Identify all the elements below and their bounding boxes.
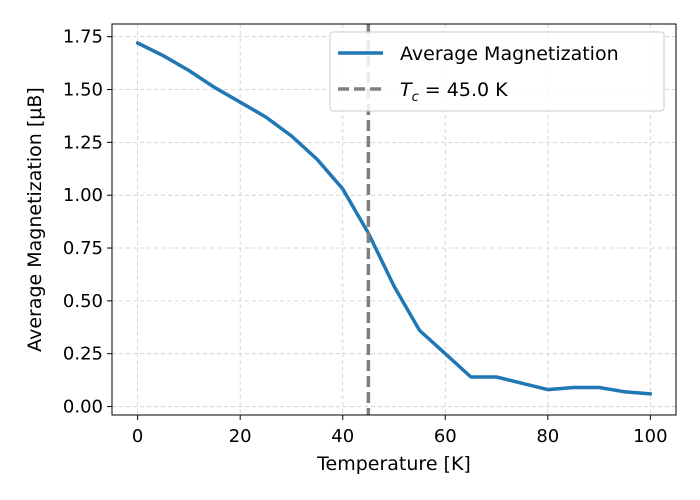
tc-subscript: c [412,90,419,105]
y-tick-label: 1.25 [63,132,103,153]
x-tick-label: 80 [536,426,559,447]
y-tick-label: 0.75 [63,238,103,259]
x-axis-ticks: 0 20 40 60 80 100 [132,415,668,447]
legend-box [329,31,665,112]
y-axis-ticks: 0.00 0.25 0.50 0.75 1.00 1.25 1.50 1.75 [63,27,112,418]
y-axis-label: Average Magnetization [μB] [24,87,46,352]
y-tick-label: 0.50 [63,291,103,312]
y-tick-label: 0.00 [63,397,103,418]
tc-symbol: T [400,79,413,101]
x-tick-label: 20 [229,426,252,447]
x-tick-label: 60 [434,426,457,447]
x-tick-label: 0 [132,426,143,447]
y-tick-label: 1.00 [63,185,103,206]
x-axis-label: Temperature [K] [316,453,471,475]
plot-frame [111,23,677,416]
legend-label-tc: Tc = 45.0 K [400,79,508,105]
tc-value: = 45.0 K [419,79,508,101]
legend: Average Magnetization Tc = 45.0 K [329,31,665,112]
x-tick-label: 100 [633,426,667,447]
legend-label-magnetization: Average Magnetization [400,43,619,65]
series-line-magnetization [135,41,653,396]
y-tick-label: 1.75 [63,27,103,48]
y-tick-label: 1.50 [63,80,103,101]
y-tick-label: 0.25 [63,344,103,365]
x-tick-label: 40 [331,426,354,447]
